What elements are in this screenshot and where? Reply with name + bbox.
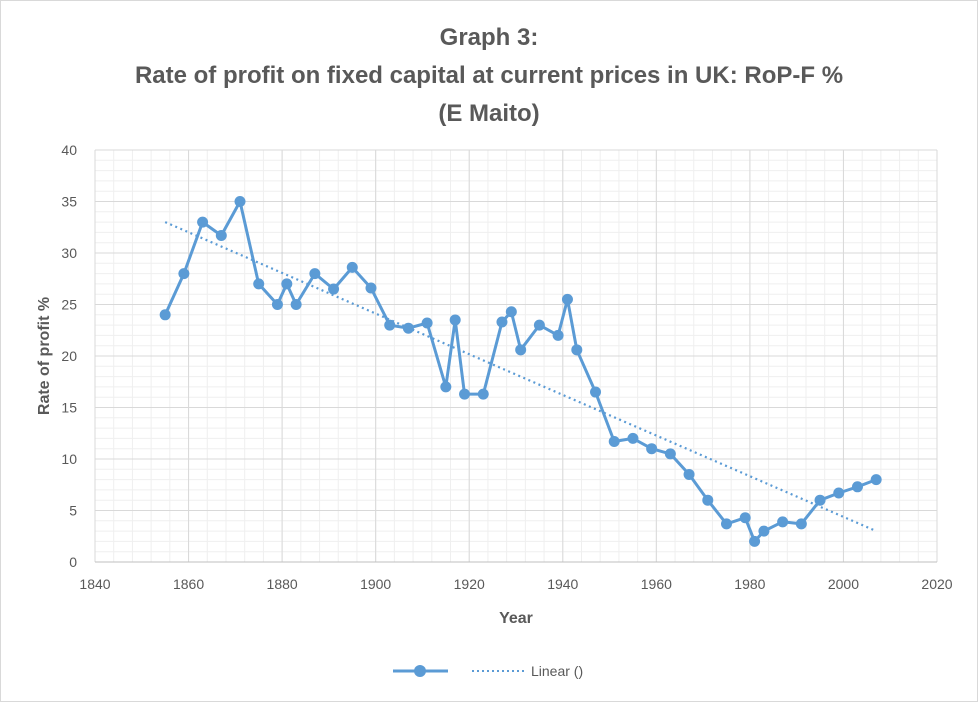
data-point	[749, 535, 761, 547]
data-point	[851, 481, 863, 493]
y-tick-label: 5	[69, 503, 77, 519]
data-point	[505, 306, 517, 318]
data-point	[777, 516, 789, 528]
x-tick-label: 2000	[828, 576, 859, 592]
data-point	[683, 468, 695, 480]
y-tick-label: 40	[61, 142, 77, 158]
y-tick-labels: 0 5 10 15 20 25 30 35 40	[61, 142, 77, 570]
data-point	[571, 344, 583, 356]
y-tick-label: 30	[61, 245, 77, 261]
y-tick-label: 25	[61, 297, 77, 313]
data-point	[664, 448, 676, 460]
y-tick-label: 10	[61, 451, 77, 467]
data-point	[870, 474, 882, 486]
legend-trendline-label: Linear ()	[531, 663, 583, 679]
data-point	[328, 283, 340, 295]
data-point	[271, 299, 283, 310]
x-tick-label: 1860	[173, 576, 204, 592]
data-point	[440, 381, 452, 393]
x-tick-label: 1900	[360, 576, 391, 592]
x-tick-label: 2020	[921, 576, 952, 592]
data-point	[496, 316, 508, 328]
chart-titles: Graph 3: Rate of profit on fixed capital…	[1, 19, 977, 133]
x-tick-label: 1920	[454, 576, 485, 592]
data-point	[281, 278, 293, 290]
data-point	[421, 317, 433, 329]
data-point	[758, 525, 770, 537]
y-tick-label: 0	[69, 554, 77, 570]
data-point	[795, 518, 807, 530]
data-point	[477, 388, 489, 400]
data-point	[234, 196, 246, 207]
x-tick-label: 1940	[547, 576, 578, 592]
data-point	[402, 322, 414, 334]
legend: Linear ()	[393, 663, 583, 679]
series-layer	[159, 196, 882, 547]
data-point	[290, 299, 302, 310]
data-point	[449, 314, 461, 326]
data-point	[365, 282, 377, 294]
x-tick-label: 1880	[267, 576, 298, 592]
data-point	[646, 443, 658, 455]
legend-marker-swatch	[414, 665, 426, 677]
data-point	[561, 293, 573, 305]
x-axis-title: Year	[499, 610, 533, 627]
x-tick-labels: 1840 1860 1880 1900 1920 1940 1960 1980 2000 2020	[79, 576, 952, 592]
data-point	[533, 319, 545, 331]
data-point	[197, 216, 209, 228]
data-point	[346, 261, 358, 273]
chart-subtitle: Rate of profit on fixed capital at curre…	[134, 62, 844, 89]
chart-author: (E Maito)	[438, 100, 540, 127]
data-point	[459, 388, 471, 400]
data-point	[178, 268, 190, 280]
data-point	[552, 329, 564, 341]
data-point	[253, 278, 265, 290]
data-point	[721, 518, 732, 530]
data-point	[833, 487, 845, 499]
data-point	[515, 344, 527, 356]
y-tick-label: 15	[61, 400, 77, 416]
series-line	[163, 200, 877, 543]
chart-title: Graph 3:	[439, 24, 539, 51]
data-point	[702, 494, 714, 506]
y-axis-title: Rate of profit %	[36, 297, 53, 415]
data-point	[159, 309, 171, 321]
data-point	[215, 229, 227, 241]
x-tick-label: 1980	[734, 576, 765, 592]
x-tick-label: 1840	[79, 576, 110, 592]
data-point	[814, 494, 826, 506]
data-point	[309, 268, 321, 280]
data-point	[608, 435, 620, 447]
y-tick-label: 35	[61, 194, 77, 210]
data-point	[627, 432, 639, 444]
data-point	[590, 386, 602, 398]
data-point	[739, 512, 751, 524]
major-gridlines	[94, 149, 938, 563]
y-tick-label: 20	[61, 348, 77, 364]
data-point	[384, 319, 396, 331]
x-tick-label: 1960	[641, 576, 672, 592]
